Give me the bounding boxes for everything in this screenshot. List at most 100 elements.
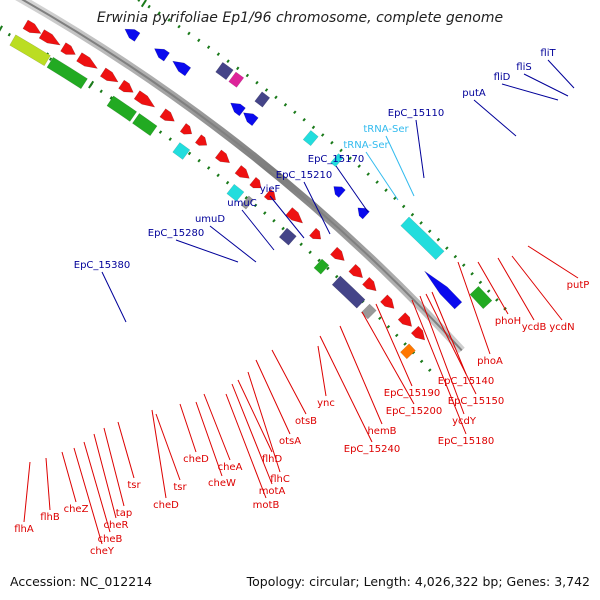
cog-block-outer [330,153,344,168]
reverse-cds [154,48,170,62]
forward-cds [330,246,345,261]
forward-cds [60,42,76,55]
forward-gene-label: tRNA-Ser [343,140,389,151]
reverse-gene-label: EpC_15200 [386,406,442,417]
reverse-leader-line [477,261,509,315]
forward-gene-label: umuD [195,214,225,225]
forward-gene-label: EpC_15280 [148,228,204,239]
reverse-gene-label: cheY [90,546,115,557]
forward-leader-line [365,151,399,201]
reverse-gene-label: cheD [183,454,209,465]
forward-gene-label: EpC_15380 [74,260,130,271]
forward-gene-label: fliT [540,48,556,59]
reverse-gene-label: tap [116,508,132,519]
forward-leader-line [175,239,239,263]
cog-block-outer [302,130,319,147]
forward-cds [38,29,61,46]
forward-cds [397,312,413,327]
reverse-gene-label: EpC_15150 [448,396,504,407]
forward-leader-line [241,209,275,251]
reverse-gene-label: cheR [104,520,129,531]
reverse-cds [172,60,192,77]
gene-features [9,19,493,360]
reverse-gene-label: flhA [14,524,34,535]
reverse-leader-line [231,383,273,485]
reverse-leader-line [151,409,167,499]
forward-gene-label: yieF [260,184,281,195]
reverse-gene-label: motB [253,500,280,511]
reverse-leader-line [23,461,31,523]
reverse-leader-line [457,261,491,355]
accession-number: Accession: NC_012214 [10,574,153,589]
reverse-cds [230,102,246,117]
reverse-gene-label: cheZ [64,504,89,515]
forward-cds [263,188,276,201]
cog-block [226,183,245,202]
cog-block [400,343,416,360]
reverse-gene-label: ycdY [452,416,477,427]
reverse-gene-label: hemB [367,426,396,437]
forward-cds [380,294,395,309]
forward-leader-line [501,83,559,101]
reverse-leader-line [247,371,281,473]
forward-cds [362,276,377,292]
reverse-leader-line [73,447,103,545]
reverse-gene-label: cheW [208,478,236,489]
reverse-gene-label: flhB [40,512,60,523]
genome-summary: Topology: circular; Length: 4,026,322 bp… [246,574,590,589]
reverse-gene-label: phoA [477,356,503,367]
cog-block-outer [400,216,445,261]
forward-leader-line [523,73,569,97]
cog-block [313,258,330,275]
major-tick-inner [88,80,95,89]
reverse-leader-line [203,393,231,461]
reverse-leader-line [527,245,579,279]
reverse-leader-line [271,349,307,415]
reverse-cds [124,28,141,42]
forward-gene-label: EpC_15210 [276,170,332,181]
reverse-leader-line [255,359,291,435]
cog-block [132,113,158,137]
forward-gene-label: umuC [227,198,256,209]
chromosome-backbone [15,0,465,354]
reverse-gene-label: otsA [279,436,301,447]
reverse-leader-line [317,345,327,397]
reverse-gene-label: cheA [218,462,243,473]
reverse-leader-line [411,299,467,435]
forward-cds [76,52,99,69]
reverse-leader-line [61,451,77,503]
forward-cds [118,79,134,93]
reverse-leader-line [425,293,477,395]
forward-cds [133,90,156,108]
forward-cds [249,176,262,189]
reverse-gene-label: ycdN [549,322,574,333]
forward-leader-line [335,165,369,213]
forward-gene-label: fliD [494,72,511,83]
cog-block [278,227,297,246]
backbone-line [21,0,463,352]
reverse-leader-line [319,335,373,443]
reverse-leader-line [419,295,465,415]
forward-leader-line [385,135,415,197]
cog-block [9,34,51,67]
reverse-leader-line [497,257,535,321]
reverse-gene-label: flhC [270,474,290,485]
reverse-gene-label: motA [259,486,286,497]
cog-block-outer [469,285,493,310]
reverse-leader-line [511,255,563,321]
cog-block [240,195,254,210]
forward-cds [194,134,208,146]
reverse-leader-line [103,427,125,507]
cog-block [331,275,366,309]
cog-block-outer [228,71,245,88]
reverse-gene-label: EpC_15240 [344,444,400,455]
forward-gene-labels: fliT fliS fliD putA EpC_15110 tRNA-Ser tRNA-Se… [74,48,575,323]
reverse-gene-label: flhD [262,454,283,465]
reverse-leader-line [195,401,223,477]
inner-tick-ring [0,27,436,377]
reverse-cds [243,112,259,127]
reverse-gene-label: otsB [295,416,317,427]
reverse-leader-line [237,379,273,453]
reverse-cds [357,207,370,220]
